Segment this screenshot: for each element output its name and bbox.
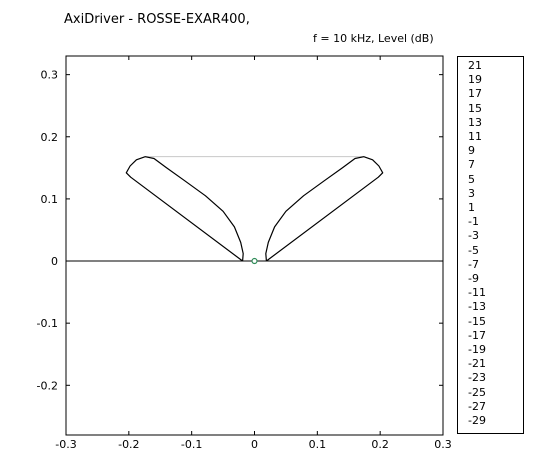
x-tick-label: -0.2 — [118, 438, 139, 451]
x-tick-label: -0.1 — [181, 438, 202, 451]
scale-label: 17 — [468, 87, 482, 101]
scale-label: 21 — [468, 59, 482, 72]
y-tick-label: 0.3 — [41, 69, 59, 82]
scale-label: -23 — [468, 371, 486, 385]
x-tick-label: 0.2 — [371, 438, 389, 451]
x-tick-label: 0.1 — [309, 438, 327, 451]
origin-marker — [251, 257, 258, 265]
scale-label: -13 — [468, 300, 486, 314]
right-lobe-curve — [265, 156, 384, 262]
x-tick-label: -0.3 — [55, 438, 76, 451]
scale-label: 15 — [468, 101, 482, 115]
scale-label: -21 — [468, 357, 486, 371]
scale-label: -11 — [468, 286, 486, 300]
x-tick-label: 0 — [251, 438, 258, 451]
y-tick-label: 0.1 — [41, 193, 59, 206]
scale-label: 5 — [468, 172, 475, 186]
level-scale: 21 19 17 15 13 11 9 7 5 3 1 -1 -3 -5 -7 -9 -11 -13 -15 -17-… — [457, 56, 524, 434]
scale-label: -29 — [468, 414, 486, 427]
scale-label: -7 — [468, 257, 479, 271]
scale-label: -5 — [468, 243, 479, 257]
scale-label: 7 — [468, 158, 475, 172]
window-title: AxiDriver - ROSSE-EXAR400, — [64, 12, 250, 27]
scale-label: 9 — [468, 144, 475, 158]
scale-label: -25 — [468, 385, 486, 399]
x-tick-label: 0.3 — [434, 438, 452, 451]
scale-label: 19 — [468, 73, 482, 87]
scale-label: -9 — [468, 272, 479, 285]
scale-label: 13 — [468, 115, 482, 129]
plot-frame — [65, 55, 444, 436]
scale-label: 3 — [468, 186, 475, 200]
scale-label: -15 — [468, 314, 486, 328]
y-tick-label: -0.1 — [37, 317, 58, 330]
y-tick-label: 0 — [51, 255, 58, 268]
scale-label: -1 — [468, 215, 479, 229]
y-tick-label: -0.2 — [37, 379, 58, 392]
axis-ticks: -0.3 -0.2 -0.1 0 0.1 0.2 0.3 0.3 0.2 0.1 0 -0.1 -0.2 — [37, 56, 452, 451]
scale-label: -19 — [468, 343, 486, 356]
scale-label: -3 — [468, 229, 479, 243]
plot-subtitle: f = 10 kHz, Level (dB) — [313, 32, 434, 45]
scale-label: -27 — [468, 399, 486, 413]
scale-label: -17 — [468, 328, 486, 342]
left-lobe-curve — [125, 156, 244, 262]
y-tick-label: 0.2 — [41, 131, 59, 144]
scale-label: 1 — [468, 201, 475, 214]
directivity-curves — [66, 156, 443, 265]
scale-label: 11 — [468, 130, 482, 143]
